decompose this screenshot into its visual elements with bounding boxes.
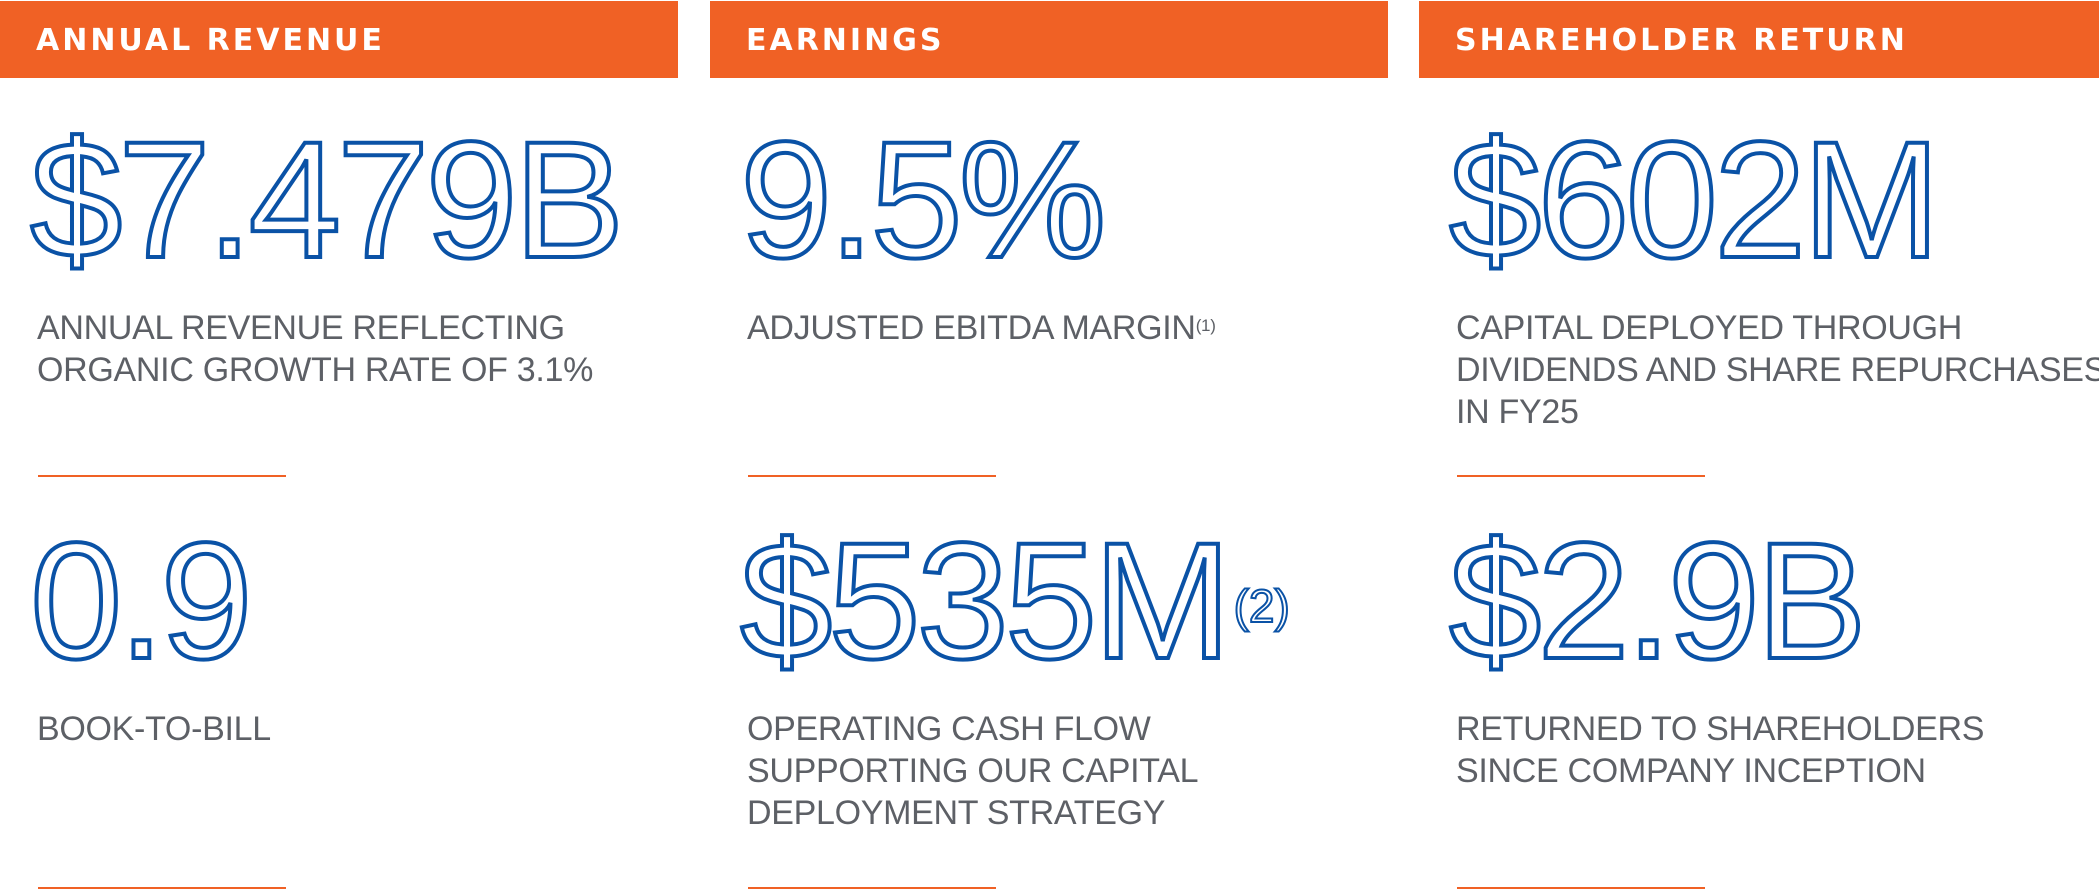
metric-caption: ADJUSTED EBITDA MARGIN(1) xyxy=(747,307,1216,349)
divider-rule xyxy=(38,475,286,477)
metric-caption: OPERATING CASH FLOW SUPPORTING OUR CAPIT… xyxy=(747,708,1199,834)
caption-line: IN FY25 xyxy=(1456,393,1579,431)
caption-line: BOOK-TO-BILL xyxy=(37,710,271,748)
metric-value: $7.479B xyxy=(28,116,626,286)
metric-value-text: $602M xyxy=(1447,108,1943,293)
caption-line: ANNUAL REVENUE REFLECTING xyxy=(37,309,565,347)
footnote-marker: (2) xyxy=(1233,579,1291,633)
section-header-title: ANNUAL REVENUE xyxy=(36,23,385,58)
section-header: ANNUAL REVENUE xyxy=(0,1,678,78)
metric-value-text: $2.9B xyxy=(1447,509,1869,694)
metric-value: $2.9B xyxy=(1447,517,1869,687)
caption-line: DEPLOYMENT STRATEGY xyxy=(747,794,1166,832)
metric-value-text: $535M xyxy=(738,509,1234,694)
caption-line: ORGANIC GROWTH RATE OF 3.1% xyxy=(37,351,594,389)
divider-rule xyxy=(748,887,996,889)
divider-rule xyxy=(1457,887,1705,889)
footnote-marker: (1) xyxy=(1195,316,1216,335)
metric-value: $602M xyxy=(1447,116,1943,286)
column-shareholder-return: SHAREHOLDER RETURN $602M CAPITAL DEPLOYE… xyxy=(1419,0,2099,890)
metric-value-text: 9.5% xyxy=(738,108,1108,293)
metric-value: 0.9 xyxy=(28,517,255,687)
metric-value-text: $7.479B xyxy=(28,108,626,293)
caption-line: SINCE COMPANY INCEPTION xyxy=(1456,752,1926,790)
section-header: SHAREHOLDER RETURN xyxy=(1419,1,2099,78)
divider-rule xyxy=(38,887,286,889)
metric-value-text: 0.9 xyxy=(28,509,255,694)
divider-rule xyxy=(748,475,996,477)
caption-line: ADJUSTED EBITDA MARGIN xyxy=(747,309,1196,347)
caption-line: RETURNED TO SHAREHOLDERS xyxy=(1456,710,1985,748)
caption-line: OPERATING CASH FLOW xyxy=(747,710,1151,748)
divider-rule xyxy=(1457,475,1705,477)
section-header-title: EARNINGS xyxy=(746,23,945,58)
section-header: EARNINGS xyxy=(710,1,1388,78)
metric-value: 9.5% xyxy=(738,116,1108,286)
metric-caption: BOOK-TO-BILL xyxy=(37,708,271,750)
column-earnings: EARNINGS 9.5% ADJUSTED EBITDA MARGIN(1) … xyxy=(710,0,1388,890)
caption-line: CAPITAL DEPLOYED THROUGH xyxy=(1456,309,1963,347)
metric-caption: ANNUAL REVENUE REFLECTING ORGANIC GROWTH… xyxy=(37,307,593,391)
section-header-title: SHAREHOLDER RETURN xyxy=(1455,23,1908,58)
metric-caption: CAPITAL DEPLOYED THROUGH DIVIDENDS AND S… xyxy=(1456,307,2099,433)
metric-caption: RETURNED TO SHAREHOLDERS SINCE COMPANY I… xyxy=(1456,708,1984,792)
caption-line: DIVIDENDS AND SHARE REPURCHASES xyxy=(1456,351,2099,389)
column-annual-revenue: ANNUAL REVENUE $7.479B ANNUAL REVENUE RE… xyxy=(0,0,678,890)
metric-value: $535M (2) xyxy=(738,517,1291,687)
caption-line: SUPPORTING OUR CAPITAL xyxy=(747,752,1199,790)
